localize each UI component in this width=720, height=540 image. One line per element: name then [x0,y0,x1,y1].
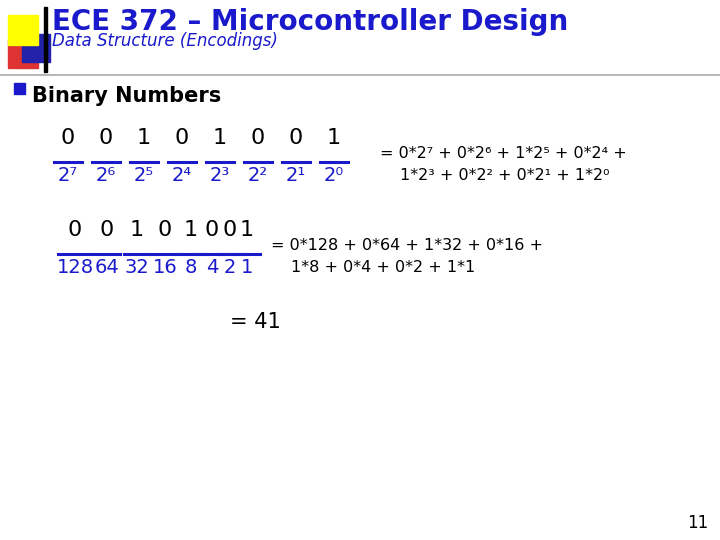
Text: 1: 1 [327,128,341,148]
Text: 2: 2 [224,258,236,277]
Text: 1: 1 [137,128,151,148]
Text: 32: 32 [125,258,149,277]
Text: 2⁴: 2⁴ [172,166,192,185]
Text: 2⁷: 2⁷ [58,166,78,185]
Text: Data Structure (Encodings): Data Structure (Encodings) [52,32,278,50]
Text: 1*8 + 0*4 + 0*2 + 1*1: 1*8 + 0*4 + 0*2 + 1*1 [291,260,475,275]
Text: 0: 0 [205,220,219,240]
Bar [8,15,38,45]
Bar [14,83,25,94]
Text: 11: 11 [687,514,708,532]
Text: 0: 0 [68,220,82,240]
Text: = 0*128 + 0*64 + 1*32 + 0*16 +: = 0*128 + 0*64 + 1*32 + 0*16 + [271,238,543,253]
Bar [44,7,47,72]
Text: 4: 4 [206,258,218,277]
Text: 1: 1 [213,128,227,148]
Text: 8: 8 [185,258,197,277]
Text: 0: 0 [289,128,303,148]
Text: 128: 128 [56,258,94,277]
Text: 2³: 2³ [210,166,230,185]
Text: 2²: 2² [248,166,268,185]
Text: 0: 0 [61,128,75,148]
Text: 64: 64 [94,258,120,277]
Bar [8,40,38,68]
Text: 0: 0 [175,128,189,148]
Bar [22,34,50,62]
Text: 1: 1 [240,258,253,277]
Text: 0: 0 [223,220,237,240]
Text: 0: 0 [158,220,172,240]
Text: = 41: = 41 [230,312,281,332]
Text: 0: 0 [99,128,113,148]
Text: 1: 1 [240,220,254,240]
Text: 2¹: 2¹ [286,166,306,185]
Text: Binary Numbers: Binary Numbers [32,86,221,106]
Text: 0: 0 [251,128,265,148]
Text: 16: 16 [153,258,177,277]
Text: 1: 1 [184,220,198,240]
Text: 0: 0 [100,220,114,240]
Text: 2⁶: 2⁶ [96,166,116,185]
Text: ECE 372 – Microcontroller Design: ECE 372 – Microcontroller Design [52,8,568,36]
Text: 2⁵: 2⁵ [134,166,154,185]
Text: 1: 1 [130,220,144,240]
Text: = 0*2⁷ + 0*2⁶ + 1*2⁵ + 0*2⁴ +: = 0*2⁷ + 0*2⁶ + 1*2⁵ + 0*2⁴ + [380,146,626,161]
Text: 2⁰: 2⁰ [324,166,344,185]
Text: 1*2³ + 0*2² + 0*2¹ + 1*2⁰: 1*2³ + 0*2² + 0*2¹ + 1*2⁰ [400,168,609,183]
